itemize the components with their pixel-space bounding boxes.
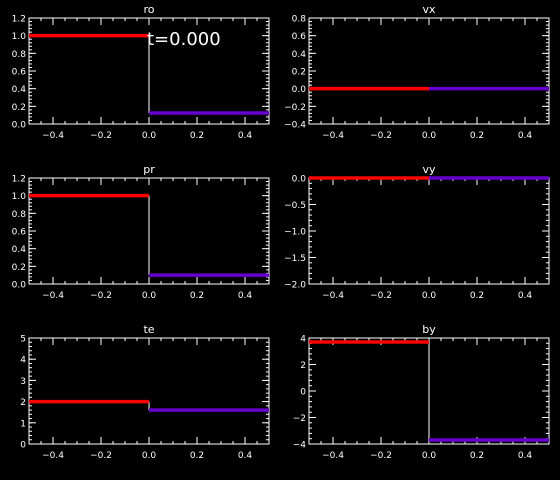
y-tick-label: 1.0	[12, 32, 27, 42]
y-tick-label: 0	[20, 441, 26, 451]
x-tick-label: 0.4	[518, 451, 533, 461]
x-tick-label: −0.2	[370, 131, 392, 141]
panel-ro: ro −0.4 −0.2 0.0 0.2 0.4 0.0 0.2 0.4 0.6 0.8 1.0 1.2	[12, 3, 270, 141]
x-tick-label: −0.4	[42, 451, 64, 461]
x-tick-label: −0.2	[90, 131, 112, 141]
panel-vx: vx −0.4 −0.2 0.0 0.2 0.4 −0.4 −0.2 0.0 0.2 0.4 0.6 0…	[284, 3, 550, 141]
y-tick-label: 0.4	[12, 85, 27, 95]
y-tick-label: −4	[293, 441, 307, 451]
x-tick-label: −0.2	[90, 451, 112, 461]
panel-by: by −0.4 −0.2 0.0 0.2 0.4 −4 −2 0 2 4	[293, 323, 550, 461]
x-tick-label: 0.4	[518, 131, 533, 141]
y-tick-label: −1.0	[284, 228, 306, 238]
y-tick-label: 1	[20, 419, 26, 429]
y-tick-label: 2	[20, 398, 26, 408]
x-tick-label: 0.4	[238, 451, 253, 461]
y-tick-label: 0.2	[12, 263, 26, 273]
time-annotation: t=0.000	[147, 29, 221, 50]
x-tick-label: 0.4	[238, 291, 253, 301]
y-tick-label: 0.8	[292, 15, 307, 25]
y-tick-label: 5	[20, 335, 26, 345]
x-tick-label: 0.2	[470, 131, 484, 141]
x-tick-label: 0.4	[518, 291, 533, 301]
x-tick-label: −0.2	[370, 451, 392, 461]
y-tick-label: 0.6	[12, 228, 27, 238]
y-tick-label: 0.0	[292, 175, 307, 185]
y-tick-label: 0.4	[292, 50, 307, 60]
panel-title: vy	[422, 163, 436, 176]
y-tick-label: 0.2	[12, 103, 26, 113]
y-tick-label: 1.0	[12, 192, 27, 202]
x-tick-label: 0.0	[142, 291, 157, 301]
y-tick-label: −0.5	[284, 201, 306, 211]
panel-title: ro	[143, 3, 154, 16]
y-tick-label: −2	[293, 414, 306, 424]
x-tick-label: 0.0	[422, 451, 437, 461]
y-tick-label: −0.4	[284, 121, 306, 131]
x-tick-label: 0.2	[470, 291, 484, 301]
y-tick-label: 0.8	[12, 210, 27, 220]
x-tick-label: 0.0	[142, 131, 157, 141]
plot-frame	[28, 337, 270, 445]
x-tick-label: −0.4	[42, 131, 64, 141]
y-tick-label: −2.0	[284, 281, 306, 291]
x-tick-label: −0.4	[322, 291, 344, 301]
panel-te: te −0.4 −0.2 0.0 0.2 0.4 0 1 2 3 4 5	[20, 323, 270, 461]
y-tick-label: 2	[300, 361, 306, 371]
x-tick-label: 0.2	[470, 451, 484, 461]
y-tick-label: 1.2	[12, 15, 26, 25]
y-tick-label: 0.0	[12, 281, 27, 291]
x-tick-label: 0.2	[190, 291, 204, 301]
panel-title: te	[143, 323, 154, 336]
y-tick-label: 4	[300, 335, 306, 345]
y-tick-label: 0.4	[12, 245, 27, 255]
y-tick-label: 0.6	[292, 32, 307, 42]
y-tick-label: 4	[20, 356, 26, 366]
panel-title: by	[422, 323, 436, 336]
x-tick-label: 0.2	[190, 451, 204, 461]
x-tick-label: 0.0	[422, 291, 437, 301]
y-tick-label: 0.0	[292, 85, 307, 95]
x-tick-label: 0.0	[422, 131, 437, 141]
y-tick-label: 0.2	[292, 68, 306, 78]
panel-vy: vy −0.4 −0.2 0.0 0.2 0.4 −2.0 −1.5 −1.0 −0.5 0.0	[284, 163, 550, 301]
x-tick-label: −0.4	[42, 291, 64, 301]
x-tick-label: −0.4	[322, 451, 344, 461]
plot-frame	[308, 17, 550, 125]
panel-title: vx	[422, 3, 436, 16]
plot-frame	[308, 177, 550, 285]
panel-title: pr	[143, 163, 155, 176]
y-tick-label: 1.2	[12, 175, 26, 185]
x-tick-label: −0.2	[90, 291, 112, 301]
x-tick-label: −0.4	[322, 131, 344, 141]
x-tick-label: 0.4	[238, 131, 253, 141]
y-tick-label: −0.2	[284, 103, 306, 113]
y-tick-label: 0.6	[12, 68, 27, 78]
panel-pr: pr −0.4 −0.2 0.0 0.2 0.4 0.0 0.2 0.4 0.6 0.8 1.0 1.2	[12, 163, 270, 301]
x-tick-label: 0.0	[142, 451, 157, 461]
x-tick-label: −0.2	[370, 291, 392, 301]
y-tick-label: 0	[300, 388, 306, 398]
y-tick-label: −1.5	[284, 254, 306, 264]
y-tick-label: 3	[20, 377, 26, 387]
y-tick-label: 0.8	[12, 50, 27, 60]
x-tick-label: 0.2	[190, 131, 204, 141]
y-tick-label: 0.0	[12, 121, 27, 131]
